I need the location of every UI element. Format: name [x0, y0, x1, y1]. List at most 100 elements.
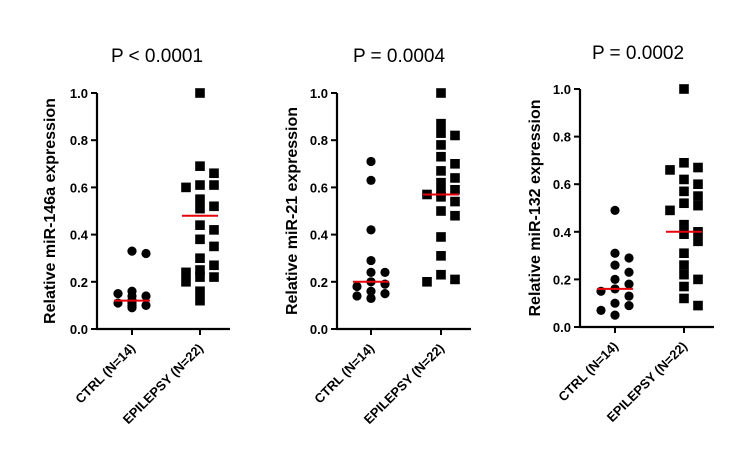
- panel3-data-point-ctrl: [624, 279, 634, 289]
- panel2-data-point-epilepsy: [450, 159, 460, 169]
- panel1-data-point-epilepsy: [195, 203, 205, 214]
- panel3-data-point-ctrl: [610, 205, 620, 215]
- panel2-data-point-ctrl: [366, 267, 376, 277]
- panel2-data-point-epilepsy: [450, 274, 460, 285]
- panel2-data-point-ctrl: [352, 291, 362, 301]
- panel3-y-tick-label: 1.0: [553, 82, 571, 97]
- panel3-data-point-epilepsy: [679, 260, 689, 270]
- panel1-data-point-epilepsy: [209, 180, 219, 190]
- panel1-data-point-epilepsy: [209, 272, 219, 282]
- panel3-data-point-epilepsy: [693, 300, 703, 311]
- panel1-y-tick-label: 0.8: [70, 133, 88, 148]
- panel2-data-point-epilepsy: [436, 192, 446, 202]
- panel1-data-point-ctrl: [141, 248, 151, 259]
- panel1-y-tick-label: 0.6: [70, 180, 88, 195]
- panel2-data-point-epilepsy: [436, 206, 446, 216]
- panel1-data-point-epilepsy: [209, 168, 219, 179]
- panel1-data-point-ctrl: [113, 289, 123, 299]
- panel2-data-point-epilepsy: [436, 177, 446, 188]
- panel1-y-tick-label: 1.0: [70, 86, 88, 101]
- panel1-data-point-epilepsy: [195, 295, 205, 306]
- panel2-data-point-epilepsy: [436, 140, 446, 150]
- panel2-data-point-epilepsy: [436, 166, 446, 176]
- panel3-y-tick-label: 0.6: [553, 177, 571, 192]
- panel3-data-point-ctrl: [610, 260, 620, 270]
- panel1-data-point-epilepsy: [195, 88, 205, 98]
- panel3-data-point-epilepsy: [679, 84, 689, 94]
- panel2-y-tick-label: 0.6: [310, 180, 328, 195]
- panel3-data-point-epilepsy: [679, 293, 689, 304]
- panel3-data-point-ctrl: [610, 248, 620, 258]
- panel1-data-point-epilepsy: [195, 161, 205, 171]
- panel1-title: P < 0.0001: [111, 46, 203, 67]
- panel2-data-point-ctrl: [352, 281, 362, 292]
- panel2-data-point-epilepsy: [436, 269, 446, 280]
- panel1-data-point-epilepsy: [195, 220, 205, 230]
- panel1-data-point-ctrl: [127, 300, 137, 310]
- panel2-data-point-epilepsy: [450, 130, 460, 141]
- panel3-data-point-epilepsy: [693, 191, 703, 201]
- panel3-y-tick-label: 0.2: [553, 272, 571, 287]
- panel2-data-point-epilepsy: [422, 277, 432, 287]
- panel3-data-point-epilepsy: [693, 179, 703, 189]
- panel2-y-tick-label: 0.8: [310, 133, 328, 148]
- panel2-data-point-ctrl: [366, 225, 376, 235]
- panel1-data-point-epilepsy: [209, 260, 219, 271]
- panel1-data-point-epilepsy: [195, 180, 205, 190]
- panel2-data-point-ctrl: [366, 175, 376, 185]
- panel2-data-point-ctrl: [366, 255, 376, 266]
- panel1-data-point-epilepsy: [195, 286, 205, 297]
- panel2-y-tick-label: 0.4: [310, 228, 329, 243]
- panel3-x-tick-label: CTRL (N=14): [555, 339, 621, 405]
- panel3-data-point-epilepsy: [679, 157, 689, 168]
- panel3-data-point-epilepsy: [665, 165, 675, 175]
- panel2-data-point-ctrl: [380, 289, 390, 299]
- panel3-data-point-epilepsy: [679, 186, 689, 197]
- panel3-y-axis-label: Relative miR-132 expression: [527, 100, 544, 317]
- panel3-data-point-ctrl: [624, 253, 634, 263]
- panel1-data-point-epilepsy: [195, 194, 205, 204]
- panel1-data-point-ctrl: [141, 291, 151, 301]
- panel2-data-point-epilepsy: [436, 251, 446, 261]
- panel2-y-tick-label: 0.0: [310, 322, 328, 337]
- panel3-data-point-epilepsy: [693, 162, 703, 173]
- panel3-data-point-epilepsy: [693, 274, 703, 285]
- panel1-data-point-epilepsy: [181, 277, 191, 287]
- panel1-data-point-epilepsy: [181, 182, 191, 193]
- panel3-data-point-ctrl: [610, 310, 620, 320]
- panel1-data-point-epilepsy: [195, 253, 205, 263]
- panel3-data-point-epilepsy: [679, 219, 689, 230]
- panel1-data-point-ctrl: [141, 300, 151, 310]
- panel1-y-tick-label: 0.2: [70, 275, 88, 290]
- panel3-y-tick-label: 0.8: [553, 130, 571, 145]
- panel2-title: P = 0.0004: [353, 46, 446, 67]
- panel2-data-point-epilepsy: [450, 196, 460, 207]
- panel2-y-tick-label: 1.0: [310, 86, 328, 101]
- panel2-data-point-epilepsy: [436, 232, 446, 242]
- panel1-data-point-epilepsy: [209, 225, 219, 235]
- panel1-x-tick-label: CTRL (N=14): [72, 341, 138, 407]
- panel1-data-point-epilepsy: [209, 241, 219, 252]
- panel2-data-point-epilepsy: [436, 151, 446, 162]
- panel3-data-point-epilepsy: [679, 269, 689, 280]
- panel3-data-point-epilepsy: [679, 198, 689, 209]
- panel2-data-point-epilepsy: [450, 173, 460, 183]
- panel3-data-point-ctrl: [610, 298, 620, 308]
- panel3-data-point-ctrl: [624, 300, 634, 311]
- panel2-y-tick-label: 0.2: [310, 275, 328, 290]
- panel1-data-point-epilepsy: [195, 272, 205, 282]
- panel1-y-tick-label: 0.4: [70, 228, 89, 243]
- panel2-data-point-epilepsy: [436, 118, 446, 129]
- panel3-data-point-epilepsy: [679, 281, 689, 292]
- panel2-data-point-epilepsy: [436, 128, 446, 138]
- panel3-y-tick-label: 0.0: [553, 320, 571, 335]
- panel1-data-point-epilepsy: [195, 265, 205, 275]
- panel2-y-axis-label: Relative miR-21 expression: [284, 107, 301, 315]
- panel1-y-axis-label: Relative miR-146a expression: [42, 98, 59, 324]
- panel2-data-point-epilepsy: [450, 184, 460, 195]
- panel1-data-point-epilepsy: [195, 234, 205, 245]
- panel1-data-point-ctrl: [127, 246, 137, 256]
- panel2-x-tick-label: CTRL (N=14): [311, 341, 377, 407]
- panel3-data-point-ctrl: [624, 291, 634, 301]
